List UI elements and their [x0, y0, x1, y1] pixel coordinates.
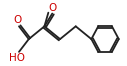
- Text: O: O: [48, 3, 56, 13]
- Text: O: O: [13, 15, 21, 25]
- Text: HO: HO: [9, 53, 25, 63]
